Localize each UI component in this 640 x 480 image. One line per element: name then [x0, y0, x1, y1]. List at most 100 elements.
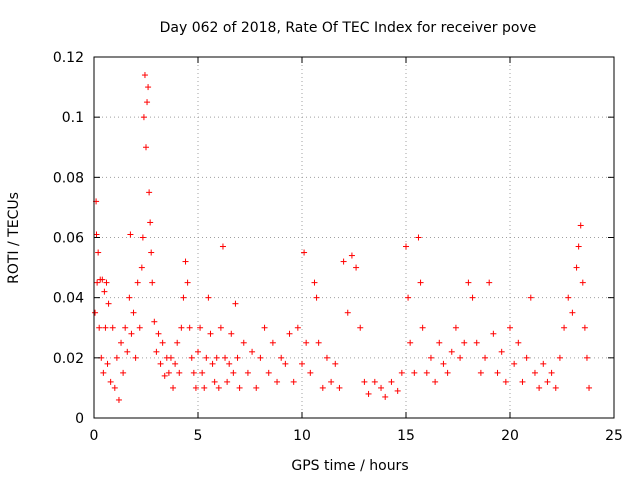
data-point — [92, 309, 99, 316]
y-tick-label: 0.12 — [53, 50, 84, 66]
data-point — [313, 294, 320, 301]
data-point — [361, 378, 368, 385]
y-tick-label: 0.08 — [53, 170, 84, 186]
data-point — [213, 354, 220, 361]
data-point — [170, 384, 177, 391]
data-point — [111, 384, 118, 391]
data-point — [561, 324, 568, 331]
data-point — [143, 144, 149, 151]
data-point — [215, 384, 222, 391]
data-point — [482, 354, 489, 361]
data-point — [548, 369, 555, 376]
data-point — [138, 264, 145, 271]
data-point — [157, 360, 164, 367]
data-point — [427, 354, 434, 361]
data-point — [105, 300, 112, 307]
data-point — [151, 318, 158, 325]
data-point — [232, 300, 239, 307]
data-point — [344, 309, 351, 316]
data-point — [502, 378, 509, 385]
data-point — [411, 369, 418, 376]
data-point — [99, 276, 106, 283]
data-point — [444, 369, 451, 376]
data-point — [365, 390, 372, 397]
data-point — [531, 369, 538, 376]
data-point — [178, 324, 185, 331]
data-point — [519, 378, 526, 385]
data-point — [507, 324, 513, 331]
grid-lines — [94, 57, 614, 418]
data-point — [224, 378, 231, 385]
data-point — [340, 258, 347, 265]
data-point — [96, 324, 103, 331]
data-point — [205, 294, 212, 301]
data-point — [104, 360, 111, 367]
data-point — [556, 354, 563, 361]
data-point — [240, 339, 247, 346]
data-point — [261, 324, 268, 331]
data-point — [128, 330, 135, 337]
data-point — [197, 324, 204, 331]
data-point — [452, 324, 459, 331]
data-point — [461, 339, 468, 346]
data-point — [165, 369, 172, 376]
data-point — [494, 369, 501, 376]
y-axis-label: ROTI / TECUs — [6, 192, 22, 284]
data-point — [299, 360, 305, 367]
data-point — [423, 369, 430, 376]
data-point — [109, 324, 116, 331]
data-point — [388, 378, 395, 385]
data-point — [228, 330, 235, 337]
data-point — [113, 354, 120, 361]
data-point — [405, 294, 412, 301]
data-point — [180, 294, 187, 301]
data-point — [473, 339, 480, 346]
x-axis-label: GPS time / hours — [291, 458, 408, 474]
data-point — [319, 384, 326, 391]
data-point — [407, 339, 414, 346]
data-point — [294, 324, 301, 331]
data-point — [188, 354, 195, 361]
data-point — [132, 354, 139, 361]
data-point — [126, 294, 133, 301]
data-point — [148, 249, 155, 256]
data-point — [419, 324, 426, 331]
data-point — [583, 354, 590, 361]
data-point — [577, 222, 584, 229]
data-point — [234, 354, 241, 361]
data-point — [515, 339, 522, 346]
data-point — [286, 330, 293, 337]
data-point — [586, 384, 593, 391]
x-tick-label: 15 — [397, 428, 415, 444]
data-point — [269, 339, 276, 346]
data-point — [579, 279, 586, 286]
data-point — [552, 384, 559, 391]
data-point — [136, 324, 143, 331]
data-point — [544, 378, 551, 385]
x-tick-label: 5 — [194, 428, 203, 444]
data-point — [440, 360, 447, 367]
data-point — [207, 330, 214, 337]
x-tick-label: 20 — [501, 428, 519, 444]
data-point — [303, 339, 310, 346]
data-point — [382, 393, 389, 400]
data-point — [144, 99, 151, 106]
data-point — [130, 309, 137, 316]
data-point — [575, 243, 582, 250]
data-point — [398, 369, 405, 376]
y-tick-label: 0 — [75, 411, 84, 427]
data-point — [527, 294, 534, 301]
data-point — [192, 384, 199, 391]
data-point — [490, 330, 497, 337]
y-tick-label: 0.1 — [62, 110, 84, 126]
data-point — [448, 348, 455, 355]
data-point — [432, 378, 439, 385]
data-point — [417, 279, 424, 286]
data-point — [323, 354, 330, 361]
data-point — [127, 231, 134, 238]
data-point — [141, 72, 148, 79]
data-point — [134, 279, 141, 286]
data-point — [290, 378, 297, 385]
data-point — [581, 324, 588, 331]
